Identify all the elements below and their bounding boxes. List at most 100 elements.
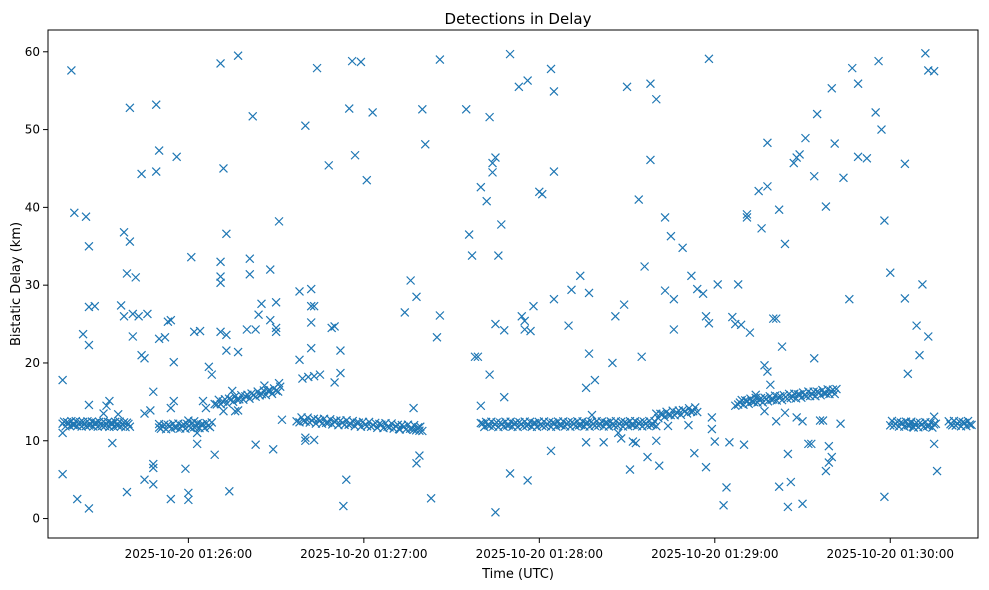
data-point-marker bbox=[733, 279, 743, 289]
data-point-marker bbox=[435, 311, 445, 320]
data-point-marker bbox=[651, 421, 661, 431]
data-point-marker bbox=[251, 440, 261, 450]
data-point-marker bbox=[151, 100, 161, 110]
data-point-marker bbox=[549, 87, 559, 96]
data-point-marker bbox=[812, 109, 822, 119]
data-point-marker bbox=[125, 422, 135, 432]
data-point-marker bbox=[488, 158, 497, 168]
data-point-marker bbox=[148, 479, 158, 489]
data-point-marker bbox=[900, 159, 910, 169]
data-point-marker bbox=[309, 435, 319, 445]
data-point-marker bbox=[124, 419, 133, 429]
data-point-marker bbox=[274, 216, 284, 226]
data-point-marker bbox=[299, 416, 309, 426]
data-point-marker bbox=[571, 421, 581, 431]
data-point-marker bbox=[300, 436, 310, 446]
data-point-marker bbox=[432, 332, 442, 342]
data-point-marker bbox=[216, 59, 225, 68]
data-point-marker bbox=[336, 368, 345, 378]
data-point-marker bbox=[801, 133, 810, 143]
data-point-marker bbox=[584, 288, 594, 298]
data-point-marker bbox=[651, 94, 661, 104]
data-point-marker bbox=[827, 83, 837, 93]
data-point-marker bbox=[692, 407, 702, 417]
data-point-marker bbox=[154, 146, 164, 156]
data-point-marker bbox=[499, 392, 509, 402]
data-point-marker bbox=[546, 64, 556, 74]
data-point-marker bbox=[259, 381, 269, 390]
data-point-marker bbox=[631, 438, 641, 448]
data-point-marker bbox=[331, 416, 341, 426]
data-point-marker bbox=[268, 444, 278, 454]
data-point-marker bbox=[774, 482, 784, 492]
data-point-marker bbox=[492, 418, 502, 427]
data-point-marker bbox=[839, 173, 848, 183]
data-point-marker bbox=[166, 315, 176, 325]
data-point-marker bbox=[654, 461, 664, 471]
data-point-marker bbox=[701, 311, 711, 321]
data-point-marker bbox=[669, 294, 679, 304]
data-point-marker bbox=[701, 462, 711, 472]
data-point-marker bbox=[298, 374, 307, 383]
data-point-marker bbox=[306, 318, 316, 327]
data-point-marker bbox=[919, 422, 929, 432]
data-point-marker bbox=[789, 158, 799, 168]
y-tick-label: 60 bbox=[25, 45, 40, 59]
data-point-marker bbox=[245, 254, 255, 264]
y-tick-label: 50 bbox=[25, 123, 40, 137]
data-point-marker bbox=[362, 175, 372, 185]
data-point-marker bbox=[885, 268, 895, 278]
data-point-marker bbox=[69, 208, 79, 218]
data-point-marker bbox=[616, 417, 626, 427]
data-point-marker bbox=[523, 76, 533, 85]
data-point-marker bbox=[233, 405, 243, 415]
data-point-marker bbox=[931, 419, 941, 429]
data-point-marker bbox=[830, 139, 840, 149]
data-point-marker bbox=[874, 56, 883, 66]
data-point-marker bbox=[274, 378, 284, 388]
data-point-marker bbox=[350, 150, 360, 160]
data-point-marker bbox=[473, 352, 483, 362]
data-point-marker bbox=[646, 79, 655, 89]
data-point-marker bbox=[207, 418, 217, 427]
data-point-marker bbox=[312, 63, 322, 73]
data-point-marker bbox=[704, 318, 714, 328]
data-point-marker bbox=[122, 269, 132, 278]
data-point-marker bbox=[394, 424, 404, 434]
data-point-marker bbox=[684, 420, 693, 430]
data-point-marker bbox=[128, 309, 138, 319]
data-point-marker bbox=[134, 311, 144, 321]
data-point-marker bbox=[768, 314, 778, 324]
data-point-marker bbox=[544, 417, 554, 427]
data-point-marker bbox=[192, 439, 202, 449]
data-point-marker bbox=[610, 311, 620, 321]
data-point-marker bbox=[795, 150, 805, 159]
data-point-marker bbox=[526, 326, 535, 336]
data-point-marker bbox=[798, 499, 807, 509]
data-point-marker bbox=[517, 311, 527, 321]
data-point-marker bbox=[169, 357, 179, 367]
data-point-marker bbox=[590, 375, 600, 385]
y-tick-label: 10 bbox=[25, 434, 40, 448]
data-point-marker bbox=[166, 494, 176, 504]
data-point-marker bbox=[356, 57, 366, 67]
data-point-marker bbox=[634, 195, 644, 205]
data-point-marker bbox=[643, 452, 652, 462]
data-point-marker bbox=[221, 346, 231, 355]
data-point-marker bbox=[660, 286, 670, 296]
data-point-marker bbox=[564, 321, 573, 331]
data-point-marker bbox=[836, 419, 845, 429]
data-point-marker bbox=[216, 272, 225, 282]
plot-frame bbox=[47, 29, 979, 539]
data-point-marker bbox=[212, 400, 222, 409]
data-point-marker bbox=[809, 353, 819, 363]
data-point-marker bbox=[847, 63, 857, 73]
data-point-marker bbox=[678, 243, 688, 253]
data-point-marker bbox=[306, 343, 316, 353]
data-point-marker bbox=[341, 475, 351, 485]
data-point-marker bbox=[783, 449, 793, 459]
data-point-marker bbox=[104, 422, 114, 432]
data-point-marker bbox=[295, 286, 304, 296]
data-point-marker bbox=[242, 325, 252, 334]
data-point-marker bbox=[216, 327, 225, 337]
